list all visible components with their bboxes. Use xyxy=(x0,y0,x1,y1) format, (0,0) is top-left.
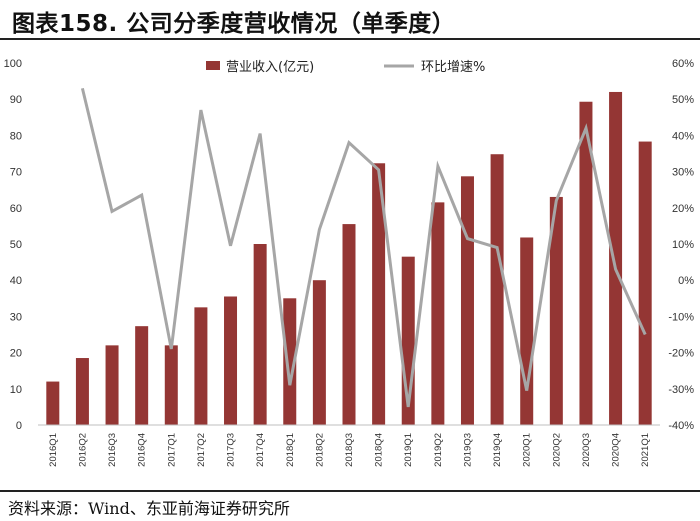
title-rule xyxy=(0,38,700,40)
category-label: 2017Q2 xyxy=(196,433,207,467)
category-label: 2020Q3 xyxy=(581,433,592,467)
right-tick-label: -10% xyxy=(668,311,694,323)
left-tick-label: 10 xyxy=(10,384,22,396)
legend-bar-label: 营业收入(亿元) xyxy=(226,60,314,75)
revenue-bar xyxy=(579,101,593,425)
right-tick-label: 60% xyxy=(672,58,694,70)
growth-line xyxy=(80,87,647,408)
category-label: 2016Q1 xyxy=(48,433,59,467)
revenue-bar xyxy=(312,280,326,425)
left-tick-label: 30 xyxy=(10,311,22,323)
category-label: 2020Q2 xyxy=(551,433,562,467)
category-label: 2019Q4 xyxy=(492,433,503,467)
revenue-bar xyxy=(460,176,474,425)
revenue-bar xyxy=(46,381,60,425)
revenue-bar xyxy=(638,141,652,425)
left-tick-label: 0 xyxy=(16,420,22,432)
source-rule xyxy=(0,490,700,492)
revenue-bar xyxy=(431,202,445,425)
left-tick-label: 100 xyxy=(4,58,22,70)
category-label: 2016Q3 xyxy=(107,433,118,467)
category-label: 2019Q3 xyxy=(462,433,473,467)
right-axis: -40% -30% -20% -10% 0% 10% 20% 30% 40% 50% 60% xyxy=(668,58,694,432)
category-label: 2017Q1 xyxy=(166,433,177,467)
revenue-bar xyxy=(164,345,178,425)
category-label: 2019Q1 xyxy=(403,433,414,467)
left-tick-label: 60 xyxy=(10,203,22,215)
category-label: 2018Q2 xyxy=(314,433,325,467)
revenue-bar xyxy=(490,154,504,425)
right-tick-label: 50% xyxy=(672,94,694,106)
revenue-bar xyxy=(609,91,623,426)
category-label: 2018Q1 xyxy=(285,433,296,467)
revenue-bar xyxy=(520,237,534,425)
revenue-bar xyxy=(253,244,267,425)
legend-bar-swatch xyxy=(206,61,220,70)
left-tick-label: 70 xyxy=(10,167,22,179)
right-tick-label: -40% xyxy=(668,420,694,432)
revenue-bar xyxy=(105,345,119,425)
legend: 营业收入(亿元) 环比增速% xyxy=(206,60,485,75)
category-axis: 2016Q1 2016Q2 2016Q3 2016Q4 2017Q1 2017Q2 2017… xyxy=(38,424,660,467)
revenue-bar xyxy=(135,326,149,425)
category-label: 2016Q2 xyxy=(77,433,88,467)
revenue-bar xyxy=(283,298,297,425)
legend-line-label: 环比增速% xyxy=(421,60,485,75)
revenue-bar xyxy=(342,224,356,425)
left-tick-label: 90 xyxy=(10,94,22,106)
right-tick-label: 20% xyxy=(672,203,694,215)
category-label: 2021Q1 xyxy=(640,433,651,467)
right-tick-label: 30% xyxy=(672,167,694,179)
right-tick-label: 10% xyxy=(672,239,694,251)
left-axis: 0 10 20 30 40 50 60 70 80 90 100 xyxy=(4,58,22,432)
category-label: 2019Q2 xyxy=(433,433,444,467)
revenue-bar xyxy=(194,307,208,425)
category-label: 2018Q4 xyxy=(374,433,385,467)
category-label: 2017Q4 xyxy=(255,433,266,467)
left-tick-label: 80 xyxy=(10,130,22,142)
left-tick-label: 20 xyxy=(10,348,22,360)
revenue-bar xyxy=(75,358,89,425)
revenue-bar xyxy=(372,163,386,426)
category-label: 2016Q4 xyxy=(137,433,148,467)
chart-title: 图表158. 公司分季度营收情况（单季度） xyxy=(12,11,456,37)
right-tick-label: -20% xyxy=(668,348,694,360)
right-tick-label: -30% xyxy=(668,384,694,396)
source-note: 资料来源：Wind、东亚前海证券研究所 xyxy=(8,499,290,518)
left-tick-label: 50 xyxy=(10,239,22,251)
right-tick-label: 0% xyxy=(678,275,694,287)
revenue-bar xyxy=(224,296,238,425)
category-label: 2017Q3 xyxy=(226,433,237,467)
left-tick-label: 40 xyxy=(10,275,22,287)
category-label: 2020Q1 xyxy=(522,433,533,467)
line-series xyxy=(80,87,647,408)
revenue-bar xyxy=(549,196,563,425)
category-label: 2020Q4 xyxy=(611,433,622,467)
right-tick-label: 40% xyxy=(672,130,694,142)
category-label: 2018Q3 xyxy=(344,433,355,467)
